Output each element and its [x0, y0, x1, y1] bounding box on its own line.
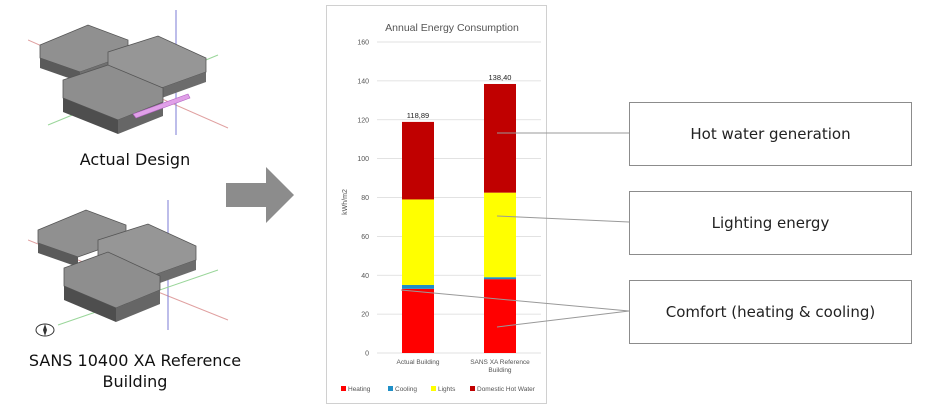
bar-segment-cooling: [484, 277, 516, 280]
energy-chart: Annual Energy Consumption kWh/m2 0 20 40 60…: [341, 22, 541, 393]
legend-swatch: [341, 386, 346, 391]
x-tick-label: SANS XA Reference Building: [470, 359, 530, 374]
callout-hot-water: Hot water generation: [629, 102, 912, 166]
bar-segment-domestic-hot-water: [484, 83, 516, 193]
right-arrow-icon: [226, 167, 294, 223]
y-tick-label: 100: [357, 156, 369, 163]
leader-comfort-ref: [496, 310, 630, 328]
legend-swatch: [470, 386, 475, 391]
compass-icon: [35, 323, 55, 337]
legend-label: Lights: [438, 386, 456, 393]
legend-label: Heating: [348, 386, 371, 393]
chart-title: Annual Energy Consumption: [385, 22, 519, 34]
bar-segment-lights: [484, 192, 516, 278]
y-tick-label: 0: [365, 351, 369, 358]
bar-segment-domestic-hot-water: [402, 121, 434, 200]
bar-segment-cooling: [402, 284, 434, 289]
y-tick-label: 120: [357, 117, 369, 124]
legend-label: Cooling: [395, 386, 417, 393]
bar-segment-lights: [402, 199, 434, 285]
callout-lighting: Lighting energy: [629, 191, 912, 255]
y-tick-label: 140: [357, 78, 369, 85]
bar-total-label: 118,89: [407, 111, 429, 120]
actual-design-caption: Actual Design: [79, 150, 191, 169]
actual-design-model: [28, 10, 229, 135]
bar-segment-heating: [484, 279, 516, 353]
legend-swatch: [388, 386, 393, 391]
chart-panel: Annual Energy Consumption kWh/m2 0 20 40 60…: [326, 5, 547, 404]
y-tick-label: 60: [361, 234, 369, 241]
reference-building-caption: SANS 10400 XA Reference Building: [10, 350, 260, 392]
reference-caption-line2: Building: [102, 372, 168, 391]
reference-caption-line1: SANS 10400 XA Reference: [28, 351, 242, 370]
leader-lighting: [496, 215, 630, 223]
leader-comfort-actual: [400, 289, 630, 312]
y-tick-label: 80: [361, 195, 369, 202]
y-tick-label: 160: [357, 40, 369, 47]
y-tick-label: 20: [361, 312, 369, 319]
reference-building-model: [28, 200, 229, 330]
y-tick-label: 40: [361, 273, 369, 280]
legend-swatch: [431, 386, 436, 391]
x-tick-label: Actual Building: [397, 359, 440, 366]
callout-hot-water-label: Hot water generation: [690, 125, 851, 143]
legend-label: Domestic Hot Water: [477, 386, 536, 393]
bar-segment-heating: [402, 288, 434, 353]
bar-total-label: 138,40: [489, 73, 512, 82]
callout-comfort: Comfort (heating & cooling): [629, 280, 912, 344]
y-axis-label: kWh/m2: [342, 189, 349, 215]
callout-lighting-label: Lighting energy: [711, 214, 830, 232]
callout-comfort-label: Comfort (heating & cooling): [665, 303, 876, 321]
